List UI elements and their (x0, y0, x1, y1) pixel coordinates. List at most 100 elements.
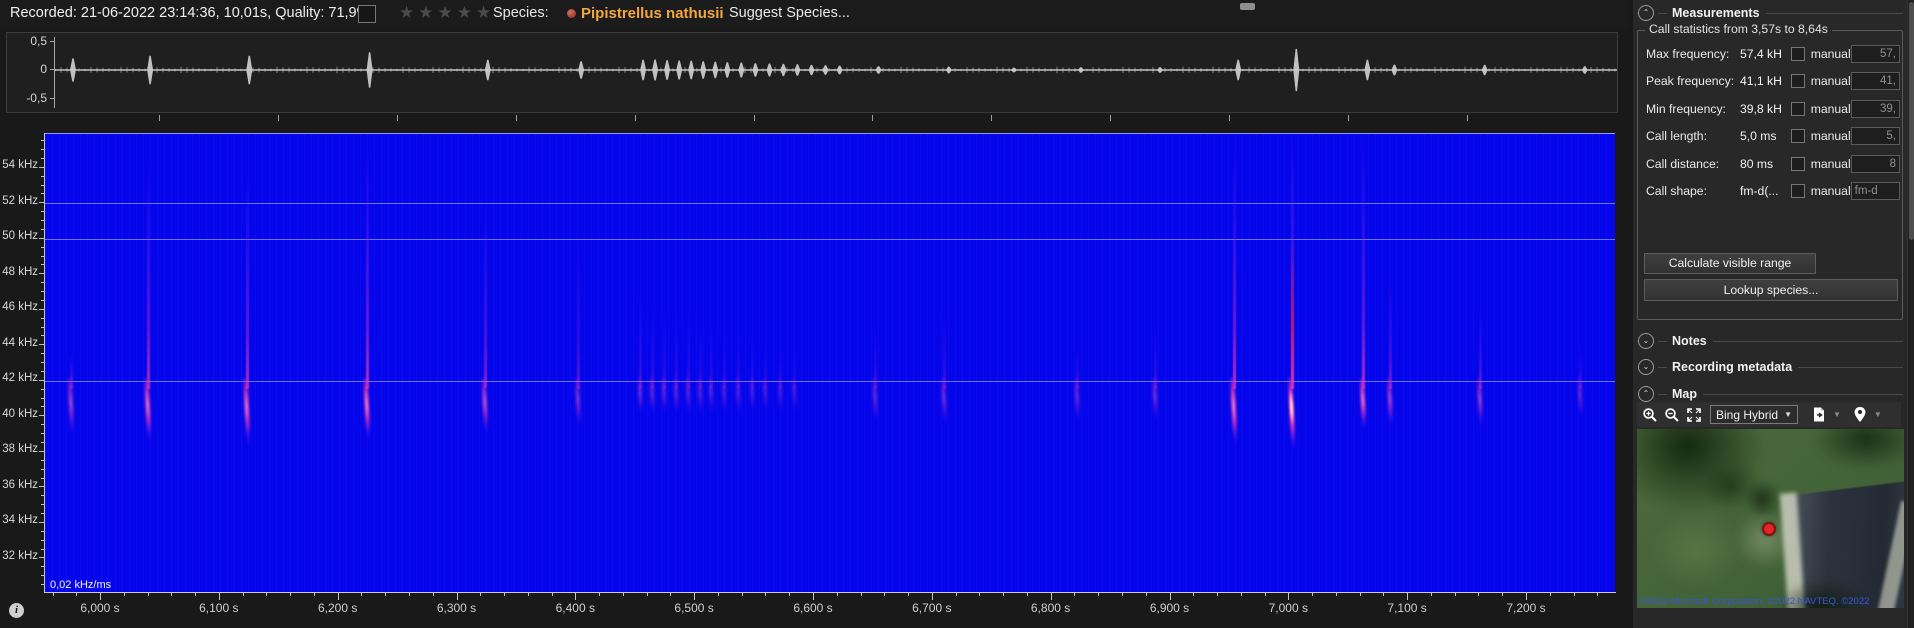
freq-axis-label: 40 kHz (2, 407, 38, 420)
time-tick (1597, 593, 1599, 596)
manual-value-input[interactable]: 5, (1850, 127, 1901, 146)
time-tick (1430, 593, 1432, 596)
time-tick (1312, 593, 1314, 596)
calculate-visible-range-button[interactable]: Calculate visible range (1644, 253, 1816, 274)
collapse-chevron-up-icon[interactable]: ⌃ (1638, 5, 1654, 21)
time-tick (1240, 593, 1242, 596)
freq-axis-label: 34 kHz (2, 514, 38, 527)
time-tick (409, 593, 410, 596)
splitter-handle[interactable] (1240, 3, 1255, 10)
freq-axis-label: 52 kHz (2, 194, 38, 207)
info-icon[interactable]: i (9, 603, 24, 618)
measurement-row: Call length: 5,0 ms manual 5, (1638, 123, 1902, 151)
waveform-axis-tick (50, 69, 54, 70)
time-axis-label: 6,700 s (912, 601, 952, 615)
time-axis-label: 6,300 s (436, 601, 477, 615)
time-axis-label: 6,400 s (555, 601, 595, 615)
freq-tick (39, 415, 44, 417)
freq-tick (41, 584, 44, 585)
manual-value-input[interactable]: 41, (1850, 72, 1901, 91)
sidebar-scrollbar[interactable] (1907, 0, 1914, 628)
export-file-icon[interactable] (1810, 406, 1828, 424)
sidebar-scrollbar-thumb[interactable] (1908, 2, 1914, 240)
freq-tick (41, 326, 44, 328)
measurement-label: Max frequency: (1646, 46, 1730, 61)
manual-value-input[interactable]: 57, (1850, 44, 1901, 63)
manual-checkbox[interactable] (1790, 46, 1805, 61)
star-rating[interactable]: ★★★★★ (399, 3, 496, 22)
chevron-down-icon[interactable]: ▼ (1833, 410, 1841, 419)
freq-tick (39, 486, 44, 488)
collapse-chevron-down-icon[interactable]: ⌄ (1638, 359, 1654, 375)
freq-gridline (45, 238, 1615, 240)
manual-checkbox[interactable] (1790, 156, 1805, 171)
map-location-marker[interactable] (1762, 522, 1777, 537)
location-pin-icon[interactable] (1851, 406, 1869, 424)
freq-tick (41, 530, 44, 532)
manual-label: manual (1810, 184, 1851, 199)
freq-axis-label: 32 kHz (2, 549, 38, 562)
section-header-notes[interactable]: ⌄ Notes (1633, 331, 1907, 351)
suggest-species-link[interactable]: Suggest Species... (729, 5, 850, 21)
zoom-in-icon[interactable] (1641, 406, 1659, 424)
freq-tick (41, 442, 44, 443)
fit-view-icon[interactable] (1685, 406, 1703, 424)
freq-tick (41, 335, 44, 337)
manual-value-input[interactable]: 8 (1850, 154, 1901, 173)
time-tick (908, 593, 909, 596)
manual-value-input[interactable]: fm-d (1850, 182, 1901, 201)
spectrogram-call-tail (1478, 309, 1482, 389)
manual-label: manual (1810, 156, 1851, 171)
time-tick (1502, 593, 1504, 596)
collapse-chevron-up-icon[interactable]: ⌃ (1638, 386, 1654, 402)
time-tick (1145, 593, 1147, 596)
section-header-recording-metadata[interactable]: ⌄ Recording metadata (1633, 357, 1907, 377)
waveform-axis (54, 37, 55, 108)
waveform-panel[interactable]: 0,5 0 -0,5 (6, 32, 1618, 113)
manual-checkbox[interactable] (1790, 129, 1805, 144)
map-layer-select[interactable]: Bing Hybrid ▼ (1710, 405, 1798, 424)
freq-tick (41, 424, 44, 426)
time-tick (813, 593, 814, 600)
section-header-measurements[interactable]: ⌃ Measurements (1633, 3, 1907, 23)
spectrogram-plot[interactable]: 0,02 kHz/ms (45, 133, 1615, 593)
manual-label: manual (1810, 101, 1851, 116)
map-view[interactable]: ©2022 Microsoft Corporation. ©2022 NAVTE… (1637, 429, 1904, 608)
measurement-rows: Max frequency: 57,4 kH manual 57, Peak frequ… (1638, 40, 1902, 205)
right-sidebar: ⌃ Measurements Call statistics from 3,57… (1633, 0, 1907, 628)
manual-checkbox[interactable] (1790, 74, 1805, 89)
time-axis-label: 7,000 s (1268, 601, 1308, 615)
freq-tick (41, 504, 44, 506)
flag-checkbox[interactable] (358, 5, 376, 23)
spectrogram-call-tail (1075, 345, 1079, 389)
manual-value-input[interactable]: 39, (1850, 99, 1901, 118)
section-title: Recording metadata (1672, 360, 1793, 374)
time-tick (432, 593, 434, 596)
time-tick (290, 593, 292, 596)
resolution-label: 0,02 kHz/ms (50, 579, 112, 591)
time-tick (1074, 593, 1076, 596)
time-tick (860, 593, 862, 596)
chevron-down-icon[interactable]: ▼ (1873, 410, 1882, 419)
lookup-species-button[interactable]: Lookup species... (1644, 279, 1898, 301)
time-tick (646, 593, 648, 596)
collapse-chevron-down-icon[interactable]: ⌄ (1638, 333, 1654, 349)
species-value[interactable]: Pipistrellus nathusii (581, 5, 724, 22)
freq-tick (41, 149, 44, 150)
time-tick (195, 593, 197, 596)
time-tick (218, 593, 220, 600)
section-header-map[interactable]: ⌃ Map (1633, 384, 1907, 404)
freq-tick (41, 513, 44, 514)
freq-axis-label: 50 kHz (2, 230, 38, 243)
time-axis-label: 7,100 s (1387, 601, 1427, 615)
manual-checkbox[interactable] (1790, 101, 1805, 116)
freq-tick (39, 379, 44, 381)
spectrogram-call-tail (778, 345, 782, 389)
time-tick (1359, 593, 1361, 596)
zoom-out-icon[interactable] (1663, 406, 1681, 424)
spectrogram-call-tail (1578, 345, 1582, 389)
measurement-row: Min frequency: 39,8 kH manual 39, (1638, 95, 1902, 123)
time-tick (1003, 593, 1005, 596)
manual-checkbox[interactable] (1790, 184, 1805, 199)
time-tick (979, 593, 981, 596)
